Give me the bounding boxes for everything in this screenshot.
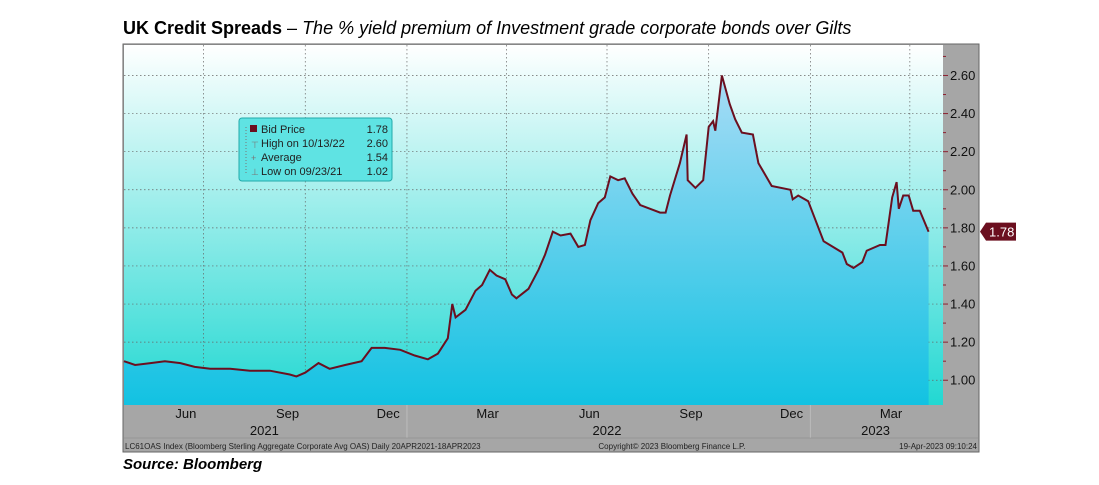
footer-copyright: Copyright© 2023 Bloomberg Finance L.P. bbox=[598, 442, 745, 451]
x-year-label: 2022 bbox=[593, 423, 622, 438]
x-month-label: Mar bbox=[880, 406, 903, 421]
source-note: Source: Bloomberg bbox=[123, 456, 263, 473]
x-month-label: Dec bbox=[780, 406, 804, 421]
title-subtitle: The % yield premium of Investment grade … bbox=[302, 18, 852, 38]
y-tick-label: 1.00 bbox=[950, 373, 975, 388]
legend-value: 1.78 bbox=[367, 124, 388, 136]
y-tick-label: 1.60 bbox=[950, 258, 975, 273]
footer-timestamp: 19-Apr-2023 09:10:24 bbox=[899, 442, 977, 451]
bid-price-swatch-icon bbox=[250, 125, 257, 132]
legend-label: Low on 09/23/21 bbox=[261, 166, 342, 178]
y-tick-label: 1.80 bbox=[950, 220, 975, 235]
legend-label: High on 10/13/22 bbox=[261, 138, 345, 150]
x-year-label: 2021 bbox=[250, 423, 279, 438]
title-dash: – bbox=[282, 18, 303, 38]
area-fill bbox=[124, 75, 929, 405]
x-month-label: Jun bbox=[175, 406, 196, 421]
legend-label: Bid Price bbox=[261, 124, 305, 136]
footer-index-info: LC61OAS Index (Bloomberg Sterling Aggreg… bbox=[125, 442, 481, 451]
y-tick-label: 2.60 bbox=[950, 68, 975, 83]
series-line bbox=[123, 75, 930, 378]
average-marker-icon: + bbox=[251, 153, 256, 163]
y-tick-label: 1.20 bbox=[950, 335, 975, 350]
high-marker-icon: ⊤ bbox=[251, 140, 259, 150]
legend-value: 1.54 bbox=[367, 152, 388, 164]
x-year-label: 2023 bbox=[861, 423, 890, 438]
y-tick-label: 1.40 bbox=[950, 297, 975, 312]
x-month-label: Sep bbox=[679, 406, 702, 421]
legend-value: 2.60 bbox=[367, 138, 388, 150]
x-month-label: Sep bbox=[276, 406, 299, 421]
y-tick-label: 2.40 bbox=[950, 106, 975, 121]
x-month-label: Jun bbox=[579, 406, 600, 421]
y-tick-label: 2.00 bbox=[950, 182, 975, 197]
chart-title: UK Credit Spreads – The % yield premium … bbox=[123, 18, 851, 39]
last-price-label: 1.78 bbox=[989, 225, 1014, 240]
last-price-tag bbox=[980, 222, 1016, 241]
x-month-label: Dec bbox=[377, 406, 401, 421]
x-month-label: Mar bbox=[476, 406, 499, 421]
legend-box: ⊤ + ⊥ Bid Price 1.78 High on 10/13/22 2.… bbox=[238, 117, 393, 182]
title-bold: UK Credit Spreads bbox=[123, 18, 283, 38]
y-tick-label: 2.20 bbox=[950, 144, 975, 159]
legend-value: 1.02 bbox=[367, 166, 388, 178]
legend-label: Average bbox=[261, 152, 302, 164]
low-marker-icon: ⊥ bbox=[251, 167, 259, 177]
